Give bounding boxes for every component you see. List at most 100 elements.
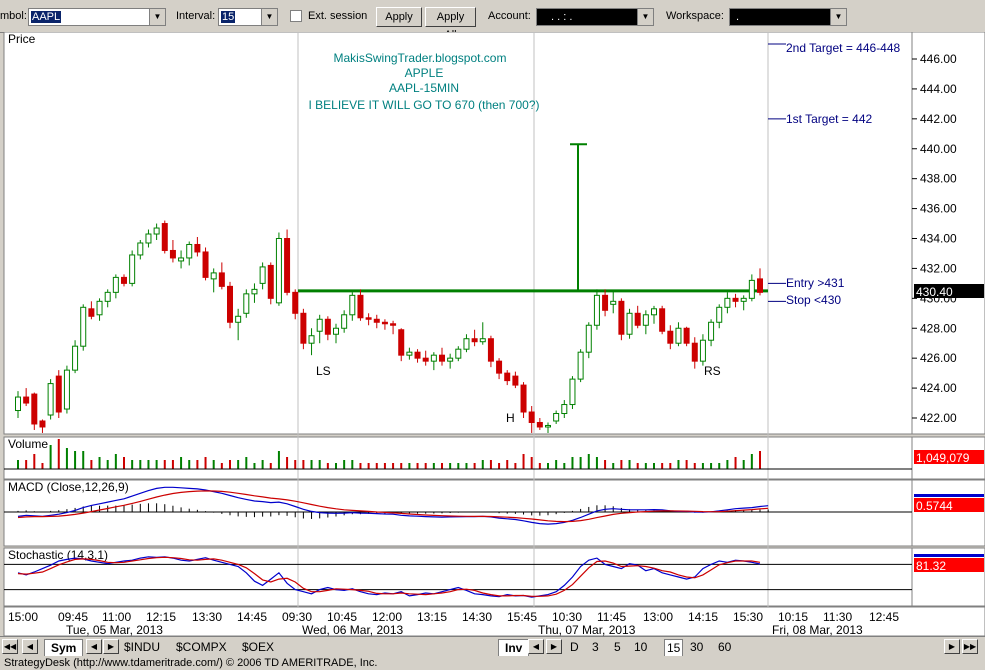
volume-bar [392,463,395,469]
ext-session-checkbox[interactable] [290,10,302,22]
volume-bar [726,460,729,469]
volume-bar [98,457,101,469]
chevron-down-icon[interactable]: ▼ [637,9,653,25]
volume-bar [163,460,166,469]
next-icon[interactable]: ▶ [546,639,562,654]
candle-body [275,238,282,304]
candle-body [129,254,136,284]
prev-icon[interactable]: ◀ [22,639,38,654]
volume-bar [400,463,403,469]
macd-value-box [914,498,984,512]
tab-inv[interactable]: Inv [498,639,530,657]
candle-body [31,393,38,425]
candle-body [463,338,470,350]
tab-interval-15[interactable]: 15 [664,639,684,657]
prev-icon[interactable]: ◀ [528,639,544,654]
workspace-combo[interactable]: . ▼ [729,8,847,26]
status-bar: StrategyDesk (http://www.tdameritrade.co… [0,656,985,670]
y-tick-label: 428.00 [920,321,957,335]
next-icon[interactable]: ▶ [944,639,960,654]
macd-marker [914,494,984,497]
y-tick-label: 442.00 [920,112,957,126]
volume-bar [326,463,329,469]
stoch-value-box [914,558,984,572]
candle-body [55,375,62,413]
time-label: 13:15 [417,610,447,624]
volume-bar [563,463,566,469]
candle-body [251,288,258,295]
candle-body [536,421,543,428]
account-combo[interactable]: . . : . ▼ [536,8,654,26]
candle-body [365,317,372,320]
volume-bar [734,457,737,469]
stoch-marker [914,554,984,557]
volume-bar [555,460,558,469]
chevron-down-icon[interactable]: ▼ [149,9,165,25]
tab-interval-10[interactable]: 10 [634,640,648,654]
tab-interval-5[interactable]: 5 [614,640,621,654]
stochastic-lines [4,556,912,598]
tab-oex[interactable]: $OEX [242,640,275,654]
volume-bar [286,457,289,469]
candle-body [447,357,454,362]
volume-bar [318,460,321,469]
volume-bar [302,460,305,469]
candle-body [373,318,380,323]
chevron-down-icon[interactable]: ▼ [261,9,277,25]
volume-bar [65,448,68,469]
tab-interval-30[interactable]: 30 [690,640,704,654]
macd-pane[interactable] [3,479,913,547]
volume-bar [25,460,28,469]
tab-interval-d[interactable]: D [570,640,579,654]
volume-bar [90,460,93,469]
tab-compx[interactable]: $COMPX [176,640,227,654]
candle-body [659,308,666,332]
chevron-down-icon[interactable]: ▼ [830,9,846,25]
volume-bar [49,445,52,469]
symbol-combo[interactable]: AAPL ▼ [28,8,166,26]
candle-body [178,257,185,262]
volume-bar [612,463,615,469]
candle-body [757,278,763,293]
volume-bar [383,463,386,469]
stoch-pane[interactable] [3,547,913,607]
candle-body [39,420,46,428]
tab-interval-3[interactable]: 3 [592,640,599,654]
candle-body [504,372,511,382]
time-label: 13:30 [192,610,222,624]
volume-bar [237,460,240,469]
macd-pane-label: MACD (Close,12,26,9) [8,480,129,494]
apply-button[interactable]: Apply [376,7,422,27]
volume-bar [514,463,517,469]
interval-combo[interactable]: 15 ▼ [218,8,278,26]
apply-all-button[interactable]: Apply All [425,7,476,41]
level-lines [298,43,786,302]
candle-body [716,306,723,323]
candle-body [610,300,617,305]
tab-indu[interactable]: $INDU [124,640,161,654]
last-icon[interactable]: ▶▶ [962,639,978,654]
candle-body [618,300,625,335]
candle-body [259,266,266,284]
workspace-label: Workspace: [666,10,724,22]
candle-body [487,338,494,362]
time-label: 12:00 [372,610,402,624]
next-icon[interactable]: ▶ [103,639,119,654]
y-tick-label: 432.00 [920,261,957,275]
first-icon[interactable]: ◀◀ [2,639,18,654]
tab-sym[interactable]: Sym [44,639,84,657]
candle-body [675,327,682,344]
volume-bar [294,460,297,469]
volume-bar [693,463,696,469]
volume-pane[interactable] [3,436,913,480]
tab-interval-60[interactable]: 60 [718,640,732,654]
volume-bar [147,460,150,469]
volume-bar [481,460,484,469]
date-label: Thu, 07 Mar, 2013 [538,623,636,636]
chart-area[interactable]: Price Volume MACD (Close,12,26,9) Stocha… [0,32,985,636]
candle-body [585,324,592,353]
volume-bar [367,463,370,469]
candle-body [545,424,551,428]
prev-icon[interactable]: ◀ [86,639,102,654]
volume-bar [424,463,427,469]
